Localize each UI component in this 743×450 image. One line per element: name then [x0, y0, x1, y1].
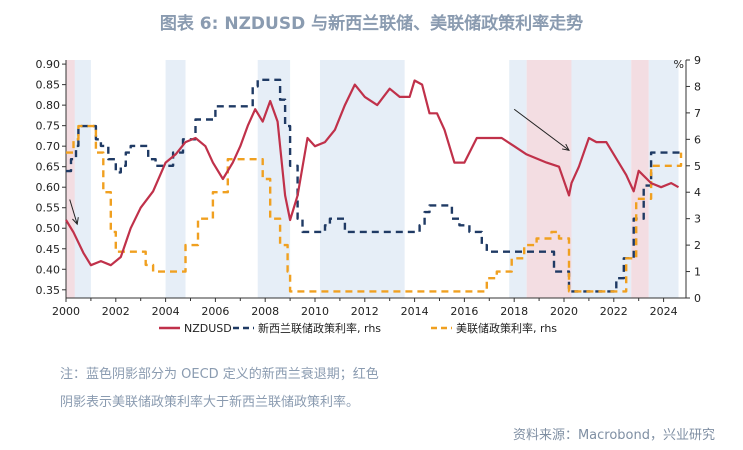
note-line-2: 阴影表示美联储政策利率大于新西兰联储政策利率。 [60, 395, 360, 410]
x-tick-label: 2014 [401, 305, 429, 318]
y-right-tick-label: 1 [694, 266, 701, 279]
x-tick-label: 2010 [301, 305, 329, 318]
y-right-tick-label: 9 [694, 54, 701, 67]
y-left-tick-label: 0.55 [36, 202, 61, 215]
legend-label-us-rate: 美联储政策利率, rhs [456, 321, 557, 335]
axis-ticks: 0.35 0.40 0.45 0.50 0.55 0.60 0.65 0.70 0.75 0.80… [36, 54, 702, 318]
x-tick-label: 2002 [102, 305, 130, 318]
x-tick-label: 2004 [152, 305, 180, 318]
x-tick-label: 2008 [251, 305, 279, 318]
y-left-tick-label: 0.45 [36, 243, 61, 256]
x-tick-label: 2020 [550, 305, 578, 318]
annotation-arrow-line [69, 199, 78, 225]
y-left-tick-label: 0.65 [36, 161, 61, 174]
x-tick-label: 2024 [650, 305, 678, 318]
x-tick-label: 2006 [201, 305, 229, 318]
y-right-tick-label: 5 [694, 160, 701, 173]
annotations-layer [69, 108, 570, 226]
recession-band [165, 60, 186, 298]
x-tick-label: 2016 [450, 305, 478, 318]
recession-band [509, 60, 527, 298]
legend: NZDUSD 新西兰联储政策利率, rhs 美联储政策利率, rhs [159, 321, 557, 335]
annotation-arrow-head [72, 217, 79, 226]
y-left-tick-label: 0.70 [36, 140, 61, 153]
recession-band [571, 60, 632, 298]
annotation-arrow-line [513, 108, 570, 151]
y-right-tick-label: 3 [694, 213, 701, 226]
y-left-tick-label: 0.40 [36, 263, 61, 276]
us-above-nz-band [526, 60, 572, 298]
y-left-tick-label: 0.50 [36, 222, 61, 235]
x-tick-label: 2000 [52, 305, 80, 318]
y-right-tick-label: 4 [694, 186, 701, 199]
us-above-nz-band [66, 60, 75, 298]
recession-band [319, 60, 405, 298]
nzdusd-line [65, 79, 680, 267]
y-left-tick-label: 0.90 [36, 58, 61, 71]
note-line-1: 注：蓝色阴影部分为 OECD 定义的新西兰衰退期；红色 [60, 367, 379, 382]
y-right-tick-label: 2 [694, 239, 701, 252]
right-axis-unit: % [674, 58, 684, 71]
recession-band [257, 60, 291, 298]
nz-rate-line [66, 78, 681, 293]
legend-label-nzdusd: NZDUSD [184, 322, 232, 335]
source-note: 资料来源：Macrobond，兴业研究 [512, 428, 715, 443]
chart-title: 图表 6: NZDUSD 与新西兰联储、美联储政策利率走势 [159, 14, 584, 34]
y-left-tick-label: 0.85 [36, 79, 61, 92]
y-left-tick-label: 0.60 [36, 181, 61, 194]
y-left-tick-label: 0.80 [36, 99, 61, 112]
x-tick-label: 2022 [600, 305, 628, 318]
y-right-tick-label: 0 [694, 292, 701, 305]
x-tick-label: 2018 [500, 305, 528, 318]
y-left-tick-label: 0.35 [36, 284, 61, 297]
recession-band [648, 60, 679, 298]
series-lines [65, 78, 683, 293]
y-right-tick-label: 6 [694, 133, 701, 146]
y-left-tick-label: 0.75 [36, 120, 61, 133]
x-tick-label: 2012 [351, 305, 379, 318]
y-right-tick-label: 7 [694, 107, 701, 120]
legend-label-nz-rate: 新西兰联储政策利率, rhs [258, 321, 381, 335]
y-right-tick-label: 8 [694, 80, 701, 93]
plot-frame [65, 60, 687, 299]
annotation-arrow-head [562, 143, 570, 151]
